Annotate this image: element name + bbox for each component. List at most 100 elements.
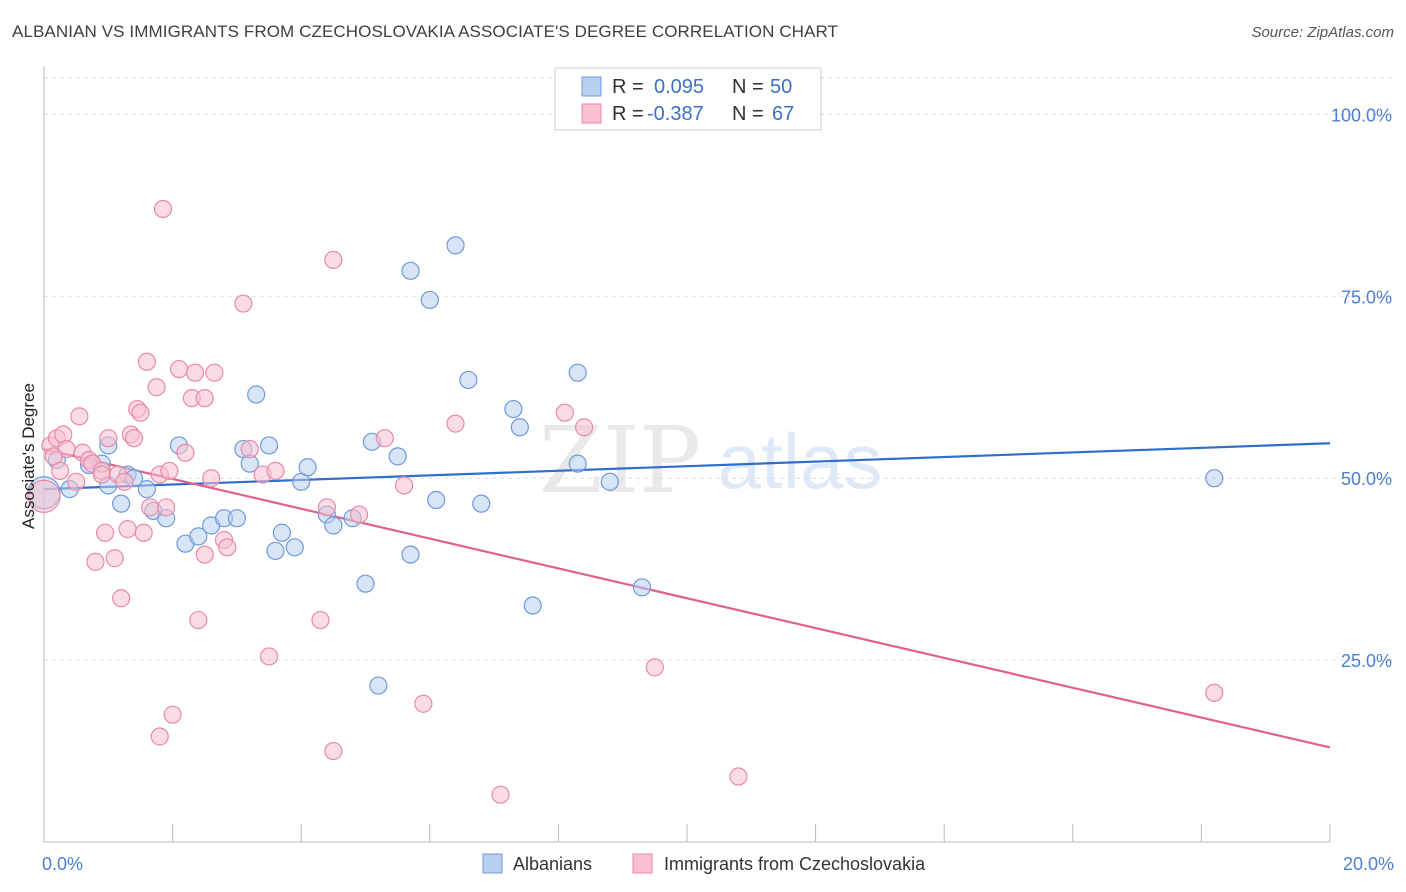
point-albanians xyxy=(272,523,292,542)
point-albanians xyxy=(388,447,407,466)
point-albanians xyxy=(356,574,375,593)
point-czechoslovakia xyxy=(140,498,160,517)
point-albanians xyxy=(227,509,246,528)
point-albanians xyxy=(510,418,529,437)
point-albanians xyxy=(401,261,420,280)
point-czechoslovakia xyxy=(95,523,115,542)
point-czechoslovakia xyxy=(446,414,465,433)
point-czechoslovakia xyxy=(157,498,176,517)
point-czechoslovakia xyxy=(324,741,343,761)
legend-n-value-1: 50 xyxy=(770,76,792,98)
legend-r-value-1: 0.095 xyxy=(654,76,704,98)
point-czechoslovakia xyxy=(195,389,214,408)
point-czechoslovakia xyxy=(311,610,330,630)
point-czechoslovakia xyxy=(92,465,111,484)
x-tick-label: 20.0% xyxy=(1343,854,1394,874)
point-czechoslovakia xyxy=(394,476,414,495)
point-albanians xyxy=(446,236,465,255)
point-albanians xyxy=(472,494,491,513)
legend-albanians-label: Albanians xyxy=(513,854,592,874)
legend-albanians-swatch xyxy=(482,853,503,874)
y-tick-label: 50.0% xyxy=(1341,469,1392,489)
legend-r-label-2: R = xyxy=(612,103,644,125)
point-albanians xyxy=(369,676,388,695)
point-albanians xyxy=(112,494,131,513)
watermark-zip: ZIP xyxy=(539,407,701,514)
point-czechoslovakia xyxy=(1205,683,1224,702)
x-tick-label: 0.0% xyxy=(42,854,83,874)
point-albanians xyxy=(137,480,156,499)
point-czechoslovakia xyxy=(137,352,156,371)
point-czechoslovakia xyxy=(317,498,337,517)
point-albanians xyxy=(459,370,478,390)
point-czechoslovakia xyxy=(124,429,144,448)
point-czechoslovakia xyxy=(176,443,195,462)
point-czechoslovakia xyxy=(186,363,205,382)
point-czechoslovakia xyxy=(163,705,182,724)
axes xyxy=(43,66,1331,843)
point-czechoslovakia xyxy=(375,429,394,448)
point-czechoslovakia xyxy=(99,429,118,448)
point-czechoslovakia xyxy=(112,589,131,608)
point-albanians xyxy=(568,363,587,382)
y-tick-label: 75.0% xyxy=(1341,287,1392,307)
y-axis-title: Associate's Degree xyxy=(19,383,38,529)
point-czechoslovakia xyxy=(202,469,221,488)
point-albanians xyxy=(1205,469,1224,488)
point-czechoslovakia xyxy=(160,461,179,481)
point-czechoslovakia xyxy=(134,523,153,542)
legend-n-label-2: N = xyxy=(732,103,764,125)
series-legend: Albanians Immigrants from Czechoslovakia xyxy=(482,853,926,874)
point-czechoslovakia xyxy=(27,479,61,513)
legend-czechoslovakia-swatch xyxy=(632,853,653,874)
y-tick-label: 25.0% xyxy=(1341,651,1392,671)
point-czechoslovakia xyxy=(240,439,259,459)
point-czechoslovakia xyxy=(150,727,169,746)
point-czechoslovakia xyxy=(67,472,86,491)
point-czechoslovakia xyxy=(153,199,173,219)
point-czechoslovakia xyxy=(555,403,574,422)
point-albanians xyxy=(401,545,420,564)
point-albanians xyxy=(285,538,304,557)
point-czechoslovakia xyxy=(234,294,253,313)
chart-title: ALBANIAN VS IMMIGRANTS FROM CZECHOSLOVAK… xyxy=(12,22,839,41)
legend-swatch-pink xyxy=(581,103,602,124)
point-czechoslovakia xyxy=(131,403,150,422)
point-czechoslovakia xyxy=(147,378,166,397)
point-albanians xyxy=(247,385,266,404)
trendline-czechoslovakia xyxy=(43,448,1331,749)
point-czechoslovakia xyxy=(645,658,664,677)
point-albanians xyxy=(420,290,439,310)
point-albanians xyxy=(427,490,446,510)
point-albanians xyxy=(568,454,587,473)
point-albanians xyxy=(259,436,279,455)
point-czechoslovakia xyxy=(259,647,279,666)
legend-r-label-1: R = xyxy=(612,76,644,98)
point-czechoslovakia xyxy=(189,610,208,630)
point-czechoslovakia xyxy=(169,359,189,379)
legend-n-value-2: 67 xyxy=(772,103,794,125)
point-czechoslovakia xyxy=(195,545,214,564)
grid-lines xyxy=(44,77,1392,661)
legend-czechoslovakia-label: Immigrants from Czechoslovakia xyxy=(664,854,926,874)
point-czechoslovakia xyxy=(50,461,70,481)
point-czechoslovakia xyxy=(729,767,748,786)
point-albanians xyxy=(523,596,542,615)
point-czechoslovakia xyxy=(349,505,369,524)
point-czechoslovakia xyxy=(324,250,343,270)
point-czechoslovakia xyxy=(115,472,134,491)
point-albanians xyxy=(298,458,317,477)
point-czechoslovakia xyxy=(414,694,433,713)
point-czechoslovakia xyxy=(491,785,510,804)
point-czechoslovakia xyxy=(575,418,594,437)
point-albanians xyxy=(324,516,343,535)
data-points xyxy=(27,199,1224,804)
legend-swatch-blue xyxy=(581,76,602,97)
y-tick-label: 100.0% xyxy=(1331,105,1392,125)
legend-n-label-1: N = xyxy=(732,76,764,98)
point-czechoslovakia xyxy=(118,520,137,539)
point-albanians xyxy=(632,578,652,597)
point-czechoslovakia xyxy=(218,538,237,557)
point-albanians xyxy=(266,541,285,561)
